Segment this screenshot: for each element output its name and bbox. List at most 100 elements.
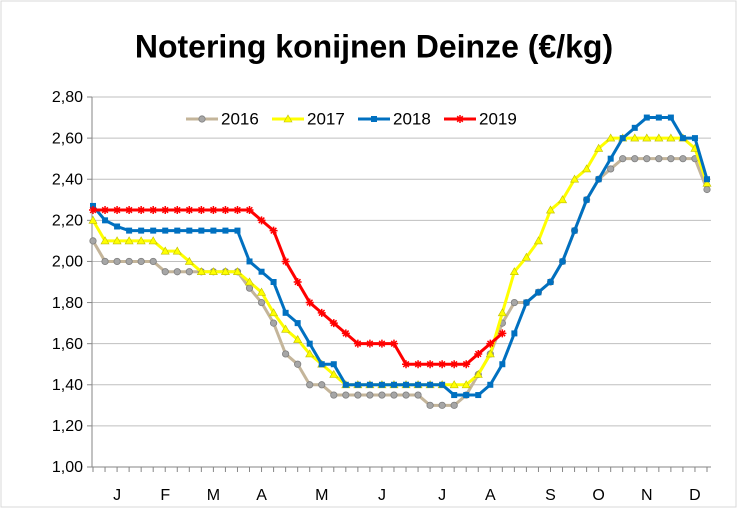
data-point bbox=[113, 206, 122, 215]
series-line bbox=[91, 116, 709, 397]
data-point bbox=[619, 135, 626, 142]
data-point bbox=[137, 257, 145, 266]
data-point bbox=[317, 308, 326, 317]
legend-label: 2016 bbox=[221, 109, 259, 128]
data-point bbox=[643, 155, 651, 163]
data-point bbox=[353, 339, 362, 348]
data-point bbox=[257, 216, 266, 225]
data-point bbox=[113, 257, 121, 266]
data-point bbox=[222, 227, 229, 234]
series-line bbox=[91, 157, 709, 407]
x-tick-label: J bbox=[378, 487, 386, 504]
data-point bbox=[582, 164, 592, 173]
data-point bbox=[245, 284, 254, 292]
data-point bbox=[112, 236, 122, 245]
data-point bbox=[449, 380, 459, 389]
data-point bbox=[269, 319, 278, 327]
data-point bbox=[461, 380, 471, 389]
data-point bbox=[281, 257, 290, 266]
data-point bbox=[305, 298, 314, 307]
data-point bbox=[415, 381, 422, 388]
data-point bbox=[138, 227, 145, 234]
data-point bbox=[88, 215, 98, 224]
data-point bbox=[186, 227, 193, 234]
data-point bbox=[463, 392, 470, 399]
x-tick-label: J bbox=[113, 487, 121, 504]
data-point bbox=[378, 381, 385, 388]
data-point bbox=[378, 391, 386, 399]
data-point bbox=[666, 133, 676, 142]
data-point bbox=[306, 381, 314, 389]
y-tick-label: 2,60 bbox=[52, 130, 83, 147]
data-point bbox=[174, 227, 181, 234]
data-point bbox=[318, 361, 325, 368]
data-point bbox=[366, 381, 373, 388]
data-point bbox=[293, 334, 303, 343]
data-point bbox=[137, 206, 146, 215]
data-point bbox=[208, 267, 218, 276]
data-point bbox=[101, 257, 109, 266]
data-point bbox=[354, 391, 362, 399]
data-point bbox=[258, 268, 265, 275]
data-point bbox=[594, 143, 604, 152]
y-tick-label: 1,60 bbox=[52, 336, 83, 353]
legend-marker bbox=[371, 116, 377, 122]
data-point bbox=[162, 227, 169, 234]
x-tick-label: N bbox=[641, 487, 653, 504]
data-point bbox=[389, 339, 398, 348]
data-point bbox=[209, 206, 218, 215]
data-point bbox=[571, 227, 578, 234]
data-point bbox=[148, 236, 158, 245]
data-point bbox=[282, 350, 290, 358]
data-point bbox=[583, 196, 590, 203]
data-point bbox=[150, 227, 157, 234]
data-point bbox=[184, 256, 194, 265]
data-point bbox=[221, 206, 230, 215]
x-tick-label: F bbox=[160, 487, 170, 504]
data-point bbox=[232, 267, 242, 276]
data-point bbox=[462, 360, 471, 369]
data-point bbox=[136, 236, 146, 245]
data-point bbox=[198, 227, 205, 234]
data-point bbox=[631, 155, 639, 163]
data-point bbox=[691, 135, 698, 142]
data-point bbox=[559, 258, 566, 265]
data-point bbox=[366, 391, 374, 399]
data-point bbox=[533, 236, 543, 245]
data-point bbox=[655, 155, 663, 163]
data-point bbox=[246, 258, 253, 265]
x-tick-label: J bbox=[438, 487, 446, 504]
data-point bbox=[294, 360, 302, 368]
data-point bbox=[499, 361, 506, 368]
data-point bbox=[485, 349, 495, 358]
data-point bbox=[390, 381, 397, 388]
data-point bbox=[547, 279, 554, 285]
legend-marker bbox=[456, 115, 464, 123]
data-point bbox=[342, 391, 350, 399]
x-tick-label: M bbox=[207, 487, 220, 504]
data-point bbox=[185, 268, 193, 276]
y-tick-label: 2,20 bbox=[52, 213, 83, 230]
data-point bbox=[173, 206, 182, 215]
data-point bbox=[269, 308, 279, 317]
data-point bbox=[377, 339, 386, 348]
data-point bbox=[161, 268, 169, 276]
data-point bbox=[161, 206, 170, 215]
data-point bbox=[642, 133, 652, 142]
data-point bbox=[511, 330, 518, 337]
x-tick-label: D bbox=[689, 487, 701, 504]
data-point bbox=[473, 369, 483, 378]
data-point bbox=[427, 381, 434, 388]
data-point bbox=[679, 155, 687, 163]
legend-label: 2019 bbox=[479, 109, 517, 128]
data-point bbox=[402, 391, 410, 399]
data-point bbox=[365, 339, 374, 348]
data-point bbox=[426, 360, 435, 369]
data-point bbox=[486, 339, 495, 348]
data-point bbox=[149, 257, 157, 266]
data-point bbox=[704, 176, 710, 183]
data-point bbox=[630, 133, 640, 142]
data-point bbox=[102, 217, 109, 224]
data-point bbox=[535, 289, 542, 296]
